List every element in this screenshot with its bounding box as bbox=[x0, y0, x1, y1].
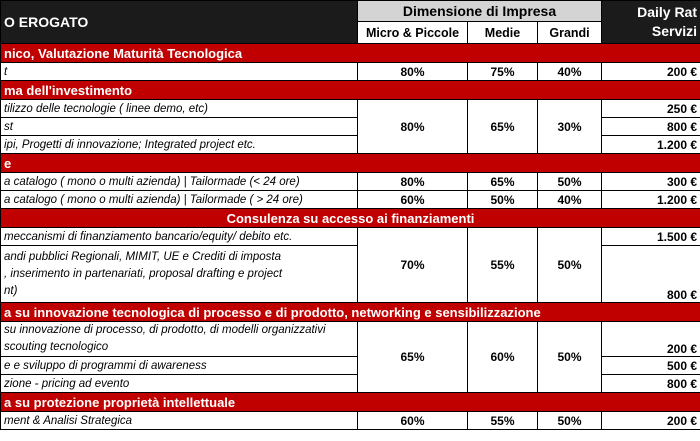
daily-rate: 200 € bbox=[601, 62, 700, 81]
pct-micro: 80% bbox=[357, 172, 468, 191]
service-desc-line: su innovazione di processo, di prodotto,… bbox=[4, 324, 326, 336]
pct-grandi: 50% bbox=[536, 227, 603, 303]
pct-micro: 60% bbox=[357, 411, 468, 430]
pct-grandi: 30% bbox=[536, 99, 603, 154]
daily-rate: 1.500 € bbox=[601, 227, 700, 246]
service-desc: a catalogo ( mono o multi azienda) | Tai… bbox=[0, 190, 358, 209]
section-title: a su protezione proprietà intellettuale bbox=[0, 392, 700, 412]
service-desc: st bbox=[0, 117, 358, 136]
table-row: ment & Analisi Strategica 60% 55% 50% 20… bbox=[0, 411, 700, 430]
service-column-header: O EROGATO bbox=[0, 0, 358, 44]
service-desc: tilizzo delle tecnologie ( linee demo, e… bbox=[0, 99, 358, 118]
table-row: andi pubblici Regionali, MIMIT, UE e Cre… bbox=[0, 245, 700, 303]
section-title: nico, Valutazione Maturità Tecnologica bbox=[0, 43, 700, 63]
pct-grandi: 40% bbox=[536, 190, 603, 209]
pct-medie: 60% bbox=[467, 321, 538, 393]
pct-grandi: 50% bbox=[536, 411, 603, 430]
section-title: e bbox=[0, 153, 700, 173]
daily-rate: 200 € bbox=[601, 411, 700, 430]
pricing-table: O EROGATO Dimensione di Impresa Daily Ra… bbox=[0, 0, 700, 430]
pct-medie: 65% bbox=[467, 99, 538, 154]
service-desc: zione - pricing ad evento bbox=[0, 374, 358, 393]
dimension-header: Dimensione di Impresa bbox=[356, 0, 603, 22]
section-title: ma dell'investimento bbox=[0, 80, 700, 100]
daily-rate: 800 € bbox=[601, 374, 700, 393]
pct-grandi: 50% bbox=[536, 321, 603, 393]
col-header-micro: Micro & Piccole bbox=[357, 21, 468, 44]
section-title: a su innovazione tecnologica di processo… bbox=[0, 302, 700, 322]
daily-rate: 800 € bbox=[601, 117, 700, 136]
daily-rate-header: Daily Rat Servizi bbox=[601, 0, 700, 44]
pct-grandi: 50% bbox=[536, 172, 603, 191]
pct-medie: 55% bbox=[467, 411, 538, 430]
service-desc: t bbox=[0, 62, 358, 81]
pct-medie: 55% bbox=[467, 227, 538, 303]
daily-rate: 1.200 € bbox=[601, 190, 700, 209]
pct-micro: 70% bbox=[357, 227, 468, 303]
service-desc: e e sviluppo di programmi di awareness bbox=[0, 356, 358, 375]
daily-rate: 500 € bbox=[601, 356, 700, 375]
daily-rate: 1.200 € bbox=[601, 135, 700, 154]
table-row: t 80% 75% 40% 200 € bbox=[0, 62, 700, 81]
daily-rate-header-line1: Daily Rat bbox=[637, 4, 698, 20]
table-row: su innovazione di processo, di prodotto,… bbox=[0, 321, 700, 393]
service-desc: meccanismi di finanziamento bancario/equ… bbox=[0, 227, 358, 246]
service-desc: ipi, Progetti di innovazione; Integrated… bbox=[0, 135, 358, 154]
col-header-medie: Medie bbox=[467, 21, 538, 44]
pct-micro: 60% bbox=[357, 190, 468, 209]
service-desc: su innovazione di processo, di prodotto,… bbox=[0, 321, 358, 357]
service-desc: andi pubblici Regionali, MIMIT, UE e Cre… bbox=[0, 245, 358, 303]
service-desc-line: andi pubblici Regionali, MIMIT, UE e Cre… bbox=[4, 250, 281, 263]
daily-rate: 800 € bbox=[601, 245, 700, 303]
pct-micro: 65% bbox=[357, 321, 468, 393]
table-row: tilizzo delle tecnologie ( linee demo, e… bbox=[0, 99, 700, 154]
pct-micro: 80% bbox=[357, 62, 468, 81]
pct-medie: 75% bbox=[467, 62, 538, 81]
pct-grandi: 40% bbox=[536, 62, 603, 81]
table-row: a catalogo ( mono o multi azienda) | Tai… bbox=[0, 190, 700, 209]
daily-rate: 200 € bbox=[601, 321, 700, 357]
daily-rate: 300 € bbox=[601, 172, 700, 191]
col-header-grandi: Grandi bbox=[536, 21, 603, 44]
table-row: a catalogo ( mono o multi azienda) | Tai… bbox=[0, 172, 700, 191]
section-title: Consulenza su accesso ai finanziamenti bbox=[0, 208, 700, 228]
service-desc-line: scouting tecnologico bbox=[4, 341, 109, 353]
service-desc: a catalogo ( mono o multi azienda) | Tai… bbox=[0, 172, 358, 191]
pct-medie: 50% bbox=[467, 190, 538, 209]
pct-medie: 65% bbox=[467, 172, 538, 191]
table-row: meccanismi di finanziamento bancario/equ… bbox=[0, 227, 700, 303]
table-row: zione - pricing ad evento 800 € bbox=[0, 374, 700, 393]
pct-micro: 80% bbox=[357, 99, 468, 154]
service-desc-line: , inserimento in partenariati, proposal … bbox=[4, 267, 283, 280]
daily-rate-header-line2: Servizi bbox=[651, 23, 698, 39]
daily-rate: 250 € bbox=[601, 99, 700, 118]
service-desc-line: nt) bbox=[4, 284, 18, 297]
service-desc: ment & Analisi Strategica bbox=[0, 411, 358, 430]
